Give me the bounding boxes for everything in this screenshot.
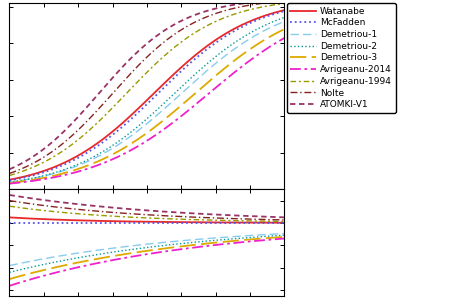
Legend: Watanabe, McFadden, Demetriou-1, Demetriou-2, Demetriou-3, Avrigeanu-2014, Avrig: Watanabe, McFadden, Demetriou-1, Demetri… <box>287 3 396 113</box>
